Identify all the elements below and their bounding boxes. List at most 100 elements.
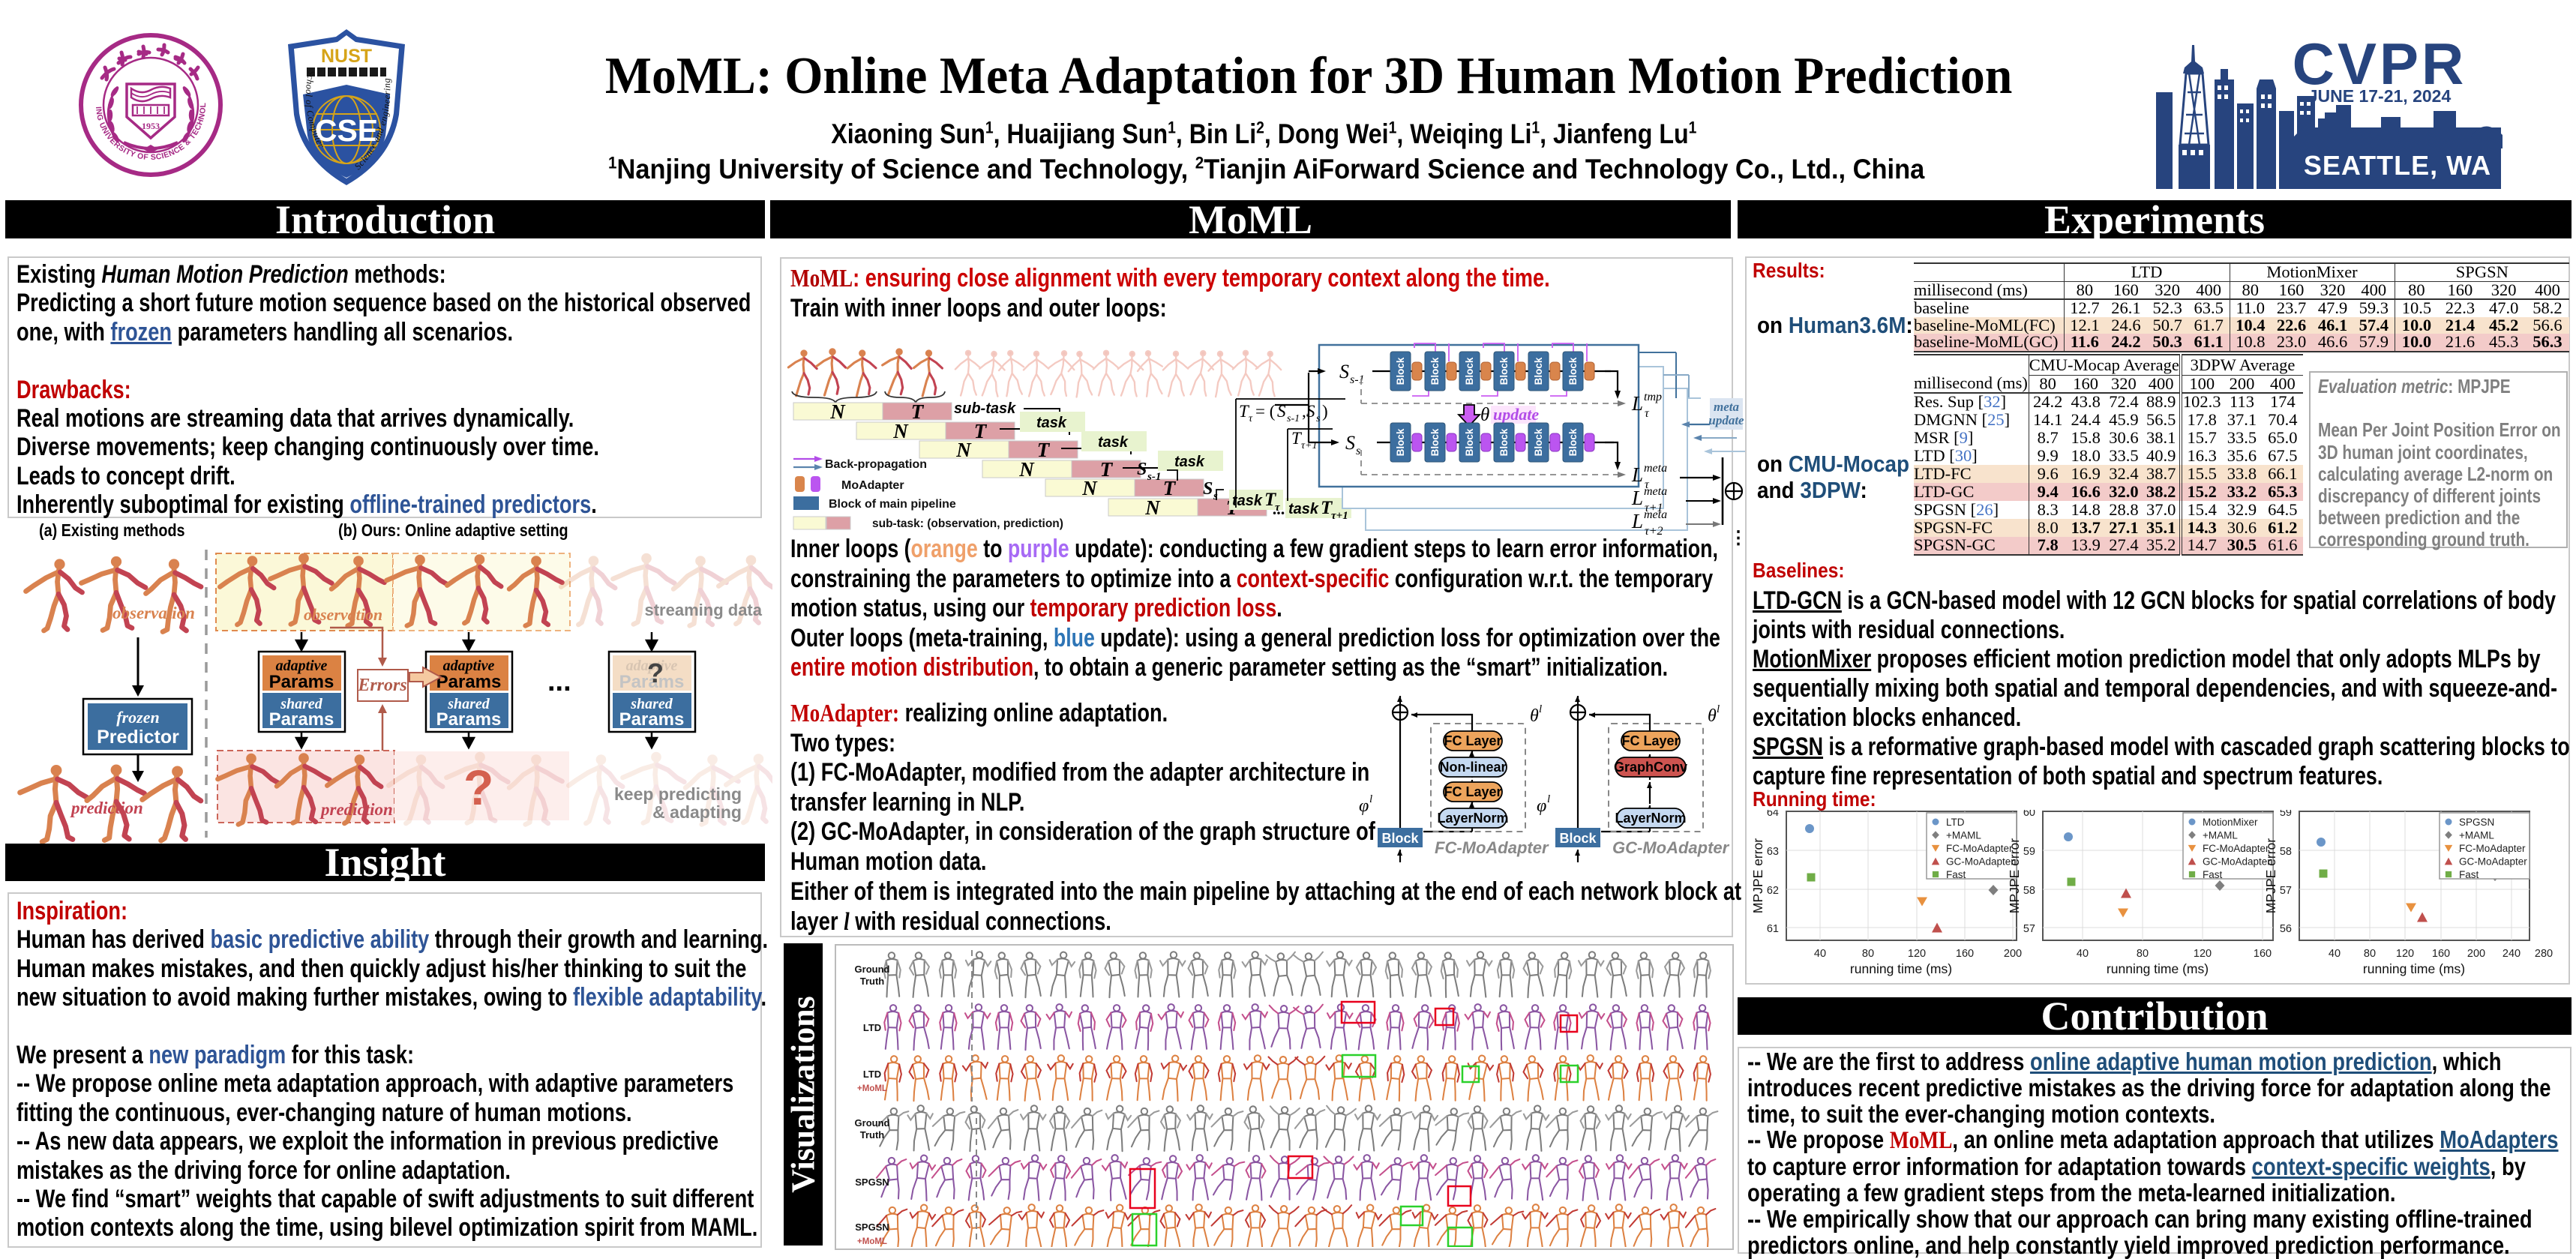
- svg-text:τ: τ: [1249, 413, 1253, 424]
- svg-text:LayerNorm: LayerNorm: [1437, 811, 1508, 826]
- svg-text:s: s: [1213, 490, 1218, 502]
- svg-text:Block: Block: [1498, 428, 1510, 456]
- svg-text:+MAML: +MAML: [2203, 830, 2238, 841]
- svg-text:L: L: [1631, 392, 1643, 415]
- svg-text:T: T: [1239, 402, 1250, 421]
- svg-text:task: task: [1174, 454, 1205, 470]
- svg-text:59: 59: [2280, 810, 2292, 819]
- svg-text:L: L: [1631, 463, 1643, 486]
- svg-text:T: T: [1100, 458, 1114, 481]
- svg-text:LTD: LTD: [1946, 817, 1965, 828]
- svg-text:SPGSN: SPGSN: [855, 1222, 889, 1233]
- svg-text:Params: Params: [619, 709, 685, 730]
- svg-text:S: S: [1137, 460, 1147, 479]
- svg-text:FC-MoAdapter: FC-MoAdapter: [2459, 843, 2526, 854]
- svg-text:Errors: Errors: [357, 676, 406, 695]
- svg-text:Back-propagation: Back-propagation: [825, 458, 927, 471]
- svg-text:S: S: [1203, 479, 1213, 499]
- svg-text:Block: Block: [1464, 428, 1475, 456]
- svg-text:Params: Params: [269, 672, 334, 692]
- svg-text:N: N: [829, 400, 846, 423]
- svg-text:CSE: CSE: [315, 113, 378, 148]
- svg-text:Block: Block: [1464, 357, 1475, 385]
- svg-text:Block: Block: [1429, 428, 1441, 456]
- svg-text:160: 160: [1956, 948, 1974, 960]
- svg-text:?: ?: [647, 658, 664, 688]
- svg-text:GC-MoAdapter: GC-MoAdapter: [1946, 856, 2014, 868]
- svg-text:T: T: [1037, 439, 1051, 461]
- svg-text:NUST: NUST: [321, 46, 372, 67]
- svg-text:JUNE 17-21, 2024: JUNE 17-21, 2024: [2308, 86, 2452, 106]
- svg-text:Block of main pipeline: Block of main pipeline: [829, 498, 956, 511]
- svg-text:56: 56: [2280, 923, 2292, 935]
- svg-text:LayerNorm: LayerNorm: [1615, 811, 1686, 826]
- svg-text:frozen: frozen: [116, 708, 159, 727]
- svg-text:Block: Block: [1429, 357, 1441, 385]
- svg-text:L: L: [1631, 487, 1643, 509]
- svg-text:58: 58: [2280, 846, 2292, 858]
- svg-text:meta: meta: [1644, 508, 1667, 521]
- svg-text:prediction: prediction: [319, 800, 393, 819]
- svg-text:LTD: LTD: [863, 1069, 881, 1080]
- svg-text:S: S: [1339, 361, 1349, 382]
- svg-text:streaming data: streaming data: [645, 601, 763, 619]
- svg-text:57: 57: [2023, 923, 2035, 935]
- svg-text:τ: τ: [1645, 407, 1650, 420]
- svg-text:FC Layer: FC Layer: [1444, 784, 1501, 799]
- svg-text:80: 80: [1862, 948, 1874, 960]
- svg-text:task: task: [1036, 415, 1067, 431]
- svg-text:60: 60: [2023, 810, 2035, 819]
- svg-text:θ: θ: [1480, 405, 1489, 425]
- svg-text:SEATTLE, WA: SEATTLE, WA: [2304, 150, 2491, 181]
- svg-text:L: L: [1631, 510, 1643, 532]
- svg-text:s-1: s-1: [1287, 413, 1300, 424]
- svg-text:adaptive: adaptive: [626, 658, 678, 674]
- svg-text:S: S: [1306, 402, 1315, 421]
- svg-text:Ground: Ground: [855, 964, 890, 975]
- svg-text:θ: θ: [1708, 706, 1717, 726]
- svg-text:LTD: LTD: [863, 1022, 881, 1033]
- svg-text:T: T: [1291, 429, 1303, 448]
- svg-text:61: 61: [1767, 923, 1779, 935]
- svg-text:shared: shared: [447, 696, 490, 712]
- svg-text:57: 57: [2280, 885, 2292, 897]
- svg-text:T: T: [974, 420, 988, 442]
- svg-text:160: 160: [2432, 948, 2450, 960]
- svg-text:GC-MoAdapter: GC-MoAdapter: [2459, 856, 2527, 868]
- svg-text:T: T: [1163, 477, 1177, 499]
- svg-text:τ: τ: [1275, 502, 1281, 514]
- svg-text:SPGSN: SPGSN: [855, 1177, 889, 1188]
- svg-text:Block: Block: [1559, 831, 1597, 846]
- svg-text:N: N: [1081, 477, 1098, 499]
- svg-text:N: N: [955, 439, 972, 461]
- svg-text:θ: θ: [1530, 706, 1539, 726]
- svg-text:1953: 1953: [142, 121, 160, 131]
- svg-text:MPJPE error: MPJPE error: [1750, 838, 1765, 913]
- svg-text:s: s: [1316, 413, 1321, 424]
- svg-text:l: l: [1369, 793, 1372, 805]
- svg-text:s: s: [1356, 445, 1360, 457]
- svg-text:62: 62: [1767, 885, 1779, 897]
- svg-text:SPGSN: SPGSN: [2459, 817, 2494, 828]
- svg-text:Fast: Fast: [2203, 869, 2223, 880]
- svg-text:sub-task: (observation, predic: sub-task: (observation, prediction): [872, 517, 1063, 530]
- svg-text:observation: observation: [112, 604, 195, 622]
- svg-text:meta: meta: [1644, 462, 1667, 475]
- svg-text:T: T: [1321, 498, 1333, 518]
- svg-text:FC Layer: FC Layer: [1621, 733, 1679, 748]
- svg-text:Block: Block: [1395, 428, 1406, 456]
- svg-text:running time (ms): running time (ms): [2363, 961, 2465, 976]
- svg-text:Block: Block: [1498, 357, 1510, 385]
- svg-text:s-1: s-1: [1147, 471, 1161, 483]
- svg-text:prediction: prediction: [70, 799, 143, 817]
- svg-text:Block: Block: [1533, 357, 1544, 385]
- svg-text:,: ,: [1302, 402, 1306, 421]
- svg-text:Fast: Fast: [2459, 869, 2479, 880]
- svg-text:MPJPE error: MPJPE error: [2007, 838, 2022, 913]
- svg-text:Non-linear: Non-linear: [1439, 760, 1506, 775]
- svg-text:Block: Block: [1567, 428, 1579, 456]
- svg-text:τ+2: τ+2: [1645, 525, 1663, 538]
- svg-text:63: 63: [1767, 846, 1779, 858]
- svg-text:FC-MoAdapter: FC-MoAdapter: [1946, 843, 2013, 854]
- svg-text:240: 240: [2503, 948, 2521, 960]
